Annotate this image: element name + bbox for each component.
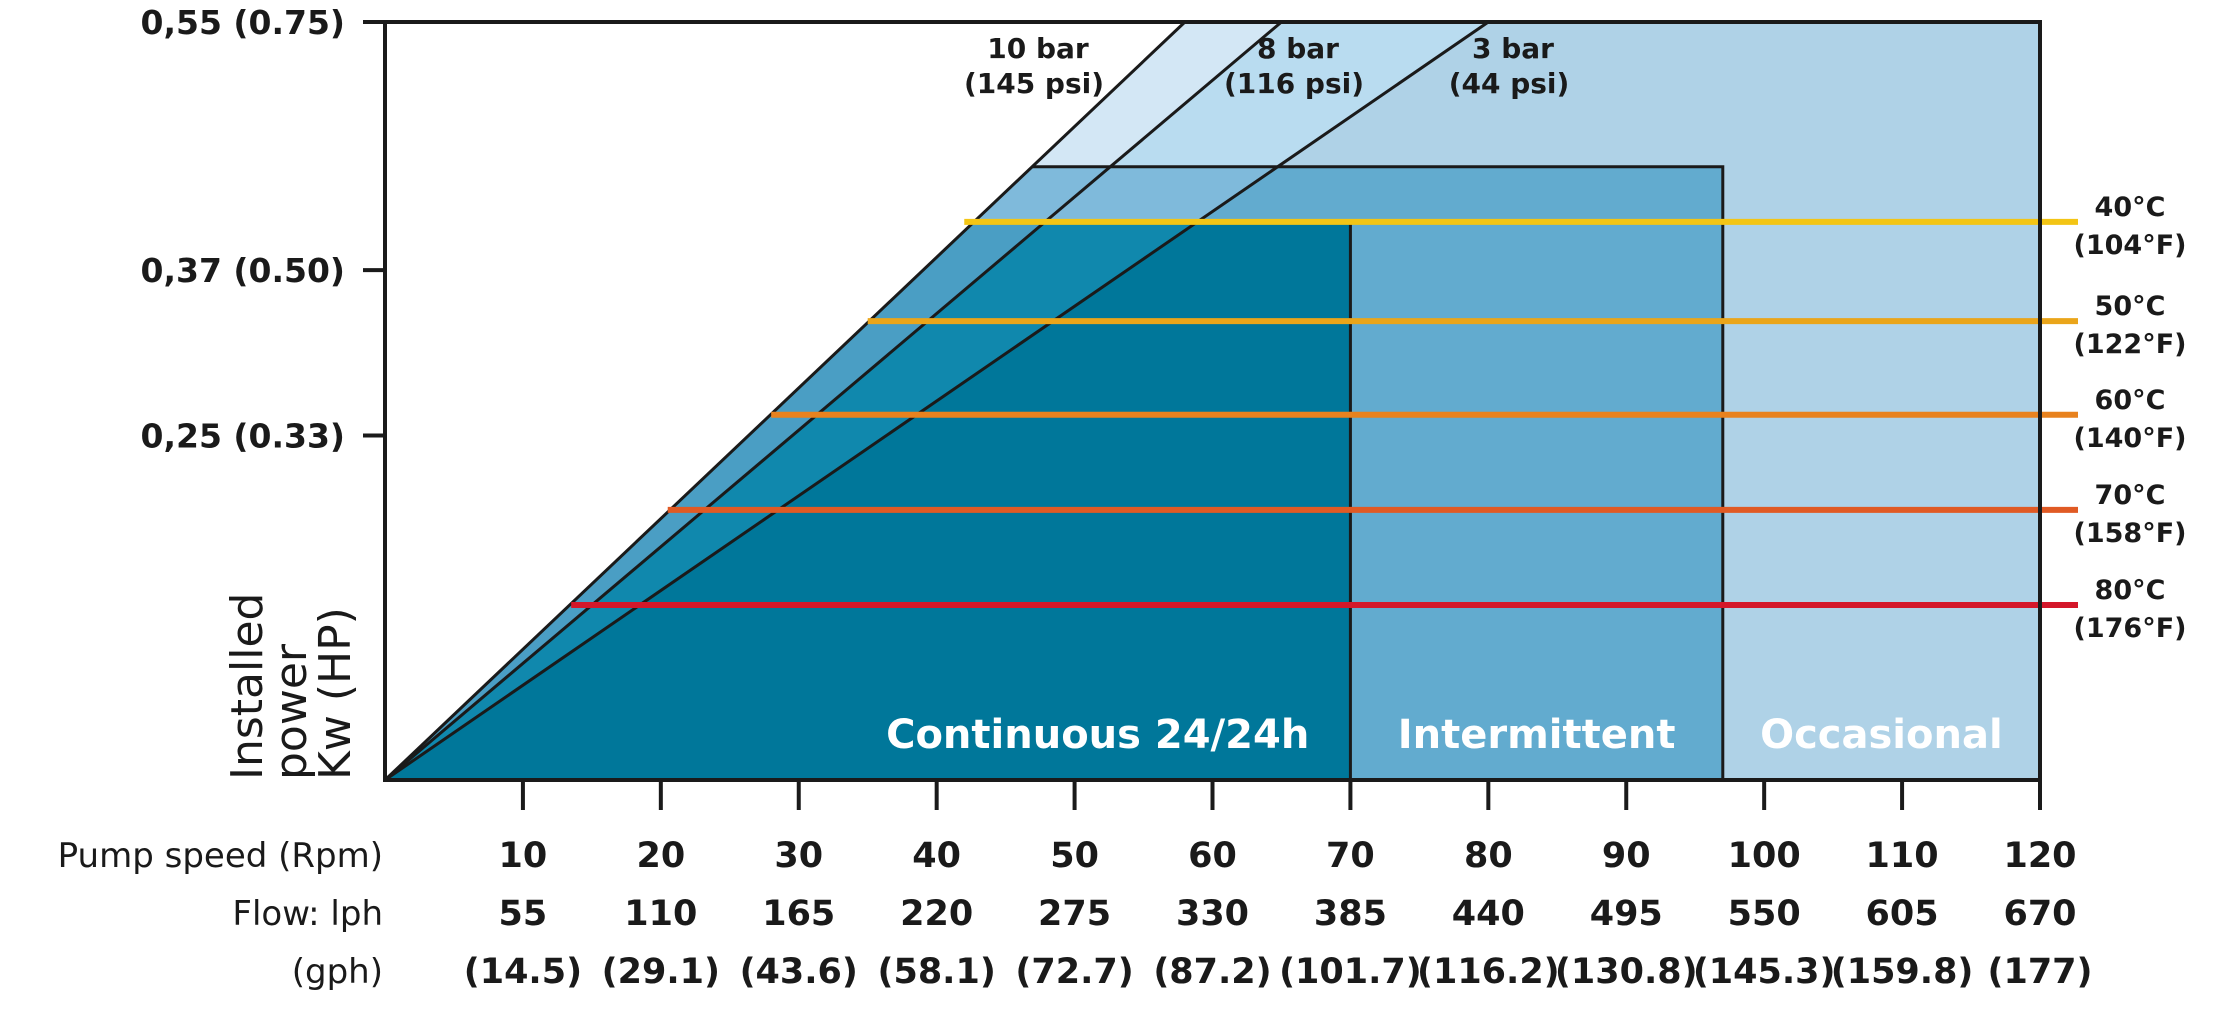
- x-tick-label: 20: [636, 836, 685, 876]
- temperature-label-f: (158°F): [2074, 518, 2187, 549]
- x-tick-label: 550: [1728, 894, 1801, 934]
- x-row-label: Flow: lph: [232, 894, 383, 934]
- axes-layer: [363, 20, 2042, 810]
- temperature-label-c: 80°C: [2095, 575, 2166, 606]
- y-tick-label: 0,55 (0.75): [141, 3, 346, 42]
- x-row-label: Pump speed (Rpm): [58, 836, 383, 876]
- zone-continuous: [385, 221, 1351, 780]
- pressure-label-bar: 3 bar: [1472, 32, 1554, 65]
- x-tick-label: 220: [900, 894, 973, 934]
- x-tick-label: 100: [1728, 836, 1801, 876]
- pressure-line-0: [383, 20, 1186, 782]
- x-tick-label: (145.3): [1693, 952, 1836, 992]
- pressure-label-bar: 8 bar: [1257, 32, 1339, 65]
- y-axis-title-line: power: [266, 643, 317, 780]
- x-tick-label: (29.1): [602, 952, 720, 992]
- x-tick-label: 40: [912, 836, 961, 876]
- x-tick-label: (177): [1987, 952, 2092, 992]
- zones-layer: [385, 22, 2040, 780]
- x-tick-label: 90: [1602, 836, 1651, 876]
- zone-label: Intermittent: [1398, 712, 1676, 758]
- x-tick-label: 440: [1452, 894, 1525, 934]
- x-tick-label: (72.7): [1015, 952, 1133, 992]
- pressure-line-2: [384, 20, 1490, 782]
- x-tick-label: 110: [624, 894, 697, 934]
- temperature-label-c: 70°C: [2095, 480, 2166, 511]
- x-tick-label: 110: [1866, 836, 1939, 876]
- x-tick-label: 60: [1188, 836, 1237, 876]
- x-tick-label: 275: [1038, 894, 1111, 934]
- temperature-label-f: (104°F): [2074, 230, 2187, 261]
- x-tick-label: (116.2): [1417, 952, 1560, 992]
- y-tick-label: 0,25 (0.33): [141, 416, 346, 455]
- pressure-label-psi: (44 psi): [1449, 67, 1570, 100]
- pressure-line-1: [384, 20, 1283, 782]
- x-tick-label: 165: [762, 894, 835, 934]
- temperature-lines-layer: [571, 218, 2078, 608]
- temperature-label-c: 40°C: [2095, 192, 2166, 223]
- zone-label: Continuous 24/24h: [886, 712, 1309, 758]
- x-tick-label: 120: [2003, 836, 2076, 876]
- x-tick-label: (130.8): [1555, 952, 1698, 992]
- labels-layer: 10 bar(145 psi) 8 bar(116 psi) 3 bar(44 ps…: [58, 3, 2187, 992]
- x-tick-label: (101.7): [1279, 952, 1422, 992]
- x-tick-label: 50: [1050, 836, 1099, 876]
- x-tick-label: (14.5): [464, 952, 582, 992]
- x-tick-label: (58.1): [877, 952, 995, 992]
- temperature-label-c: 60°C: [2095, 385, 2166, 416]
- pressure-label-bar: 10 bar: [987, 32, 1089, 65]
- temperature-label-c: 50°C: [2095, 291, 2166, 322]
- x-tick-label: 385: [1314, 894, 1387, 934]
- pressure-label-psi: (145 psi): [964, 67, 1104, 100]
- y-axis-title-line: Kw (HP): [310, 607, 361, 780]
- x-row-label: (gph): [292, 952, 383, 992]
- y-axis-title: InstalledpowerKw (HP): [222, 593, 361, 780]
- x-tick-label: 330: [1176, 894, 1249, 934]
- zone-label: Occasional: [1760, 712, 2003, 758]
- x-tick-label: 30: [774, 836, 823, 876]
- y-tick-label: 0,37 (0.50): [141, 251, 346, 290]
- x-tick-label: 605: [1866, 894, 1939, 934]
- temperature-label-f: (122°F): [2074, 329, 2187, 360]
- x-tick-label: (159.8): [1831, 952, 1974, 992]
- x-tick-label: 55: [499, 894, 548, 934]
- x-tick-label: 70: [1326, 836, 1375, 876]
- y-axis-title-line: Installed: [222, 593, 273, 780]
- x-tick-label: 80: [1464, 836, 1513, 876]
- intermittent-boundary: [1032, 165, 1725, 780]
- pressure-lines-layer: [383, 20, 1490, 782]
- x-tick-label: 670: [2003, 894, 2076, 934]
- x-tick-label: 10: [499, 836, 548, 876]
- x-tick-label: (87.2): [1153, 952, 1271, 992]
- temperature-label-f: (140°F): [2074, 423, 2187, 454]
- x-tick-label: (43.6): [740, 952, 858, 992]
- x-tick-label: 495: [1590, 894, 1663, 934]
- pressure-label-psi: (116 psi): [1224, 67, 1364, 100]
- temperature-label-f: (176°F): [2074, 613, 2187, 644]
